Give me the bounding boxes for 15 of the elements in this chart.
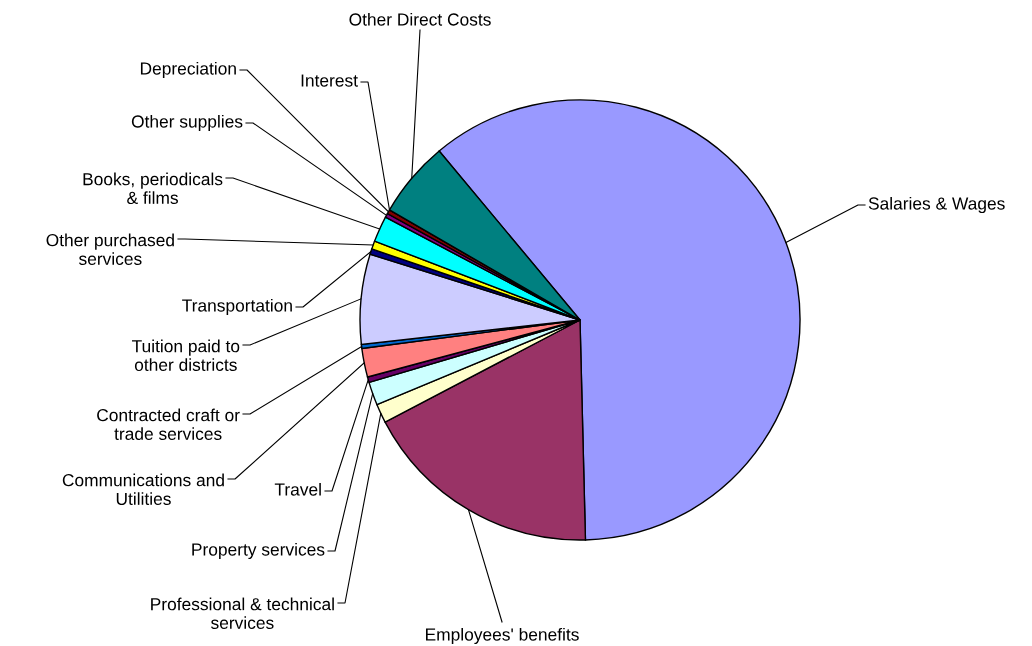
slice-label: Transportation xyxy=(182,298,292,316)
slice-label: Travel xyxy=(274,482,321,496)
slice-label: Employees' benefits xyxy=(426,627,579,645)
slice-label: Contracted craft or trade services xyxy=(97,408,240,441)
slice-label: Other Direct Costs xyxy=(349,12,491,26)
slice-label: Property services xyxy=(192,542,325,560)
slice-label: Tuition paid to other districts xyxy=(131,339,240,372)
category-label: Interest xyxy=(301,74,358,87)
slice-label: Communications and Utilities xyxy=(62,473,224,506)
slice-label: Other purchased services xyxy=(46,233,174,266)
slice-label: Salaries & Wages xyxy=(868,196,1005,214)
slice-label: Books, periodicals & films xyxy=(83,172,223,205)
slice-label: Depreciation xyxy=(140,61,236,79)
slice-label: Other supplies xyxy=(131,114,243,132)
slice-label: Professional & technical services xyxy=(151,597,334,630)
